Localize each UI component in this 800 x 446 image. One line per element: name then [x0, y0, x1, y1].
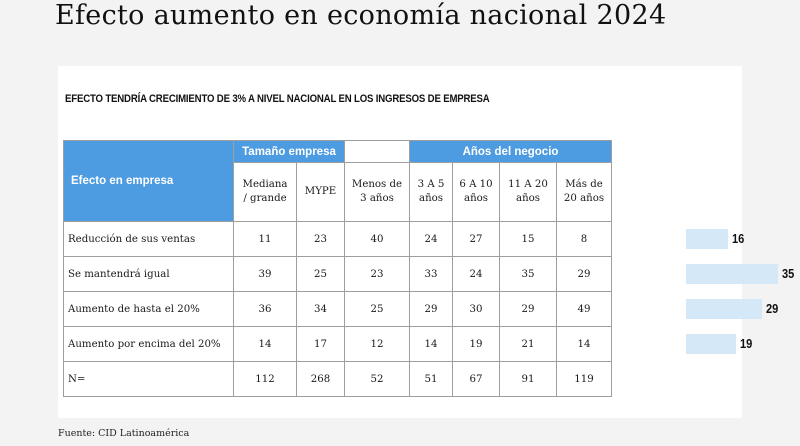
table-row: Aumento por encima del 20% 14 17 12 14 19 21 14 [63, 326, 612, 362]
table-cell: 8 [556, 221, 612, 257]
table-cell: 36 [233, 291, 297, 327]
row-label: Aumento de hasta el 20% [63, 291, 234, 327]
table-cell: 29 [556, 256, 612, 292]
column-header-line: Menos de [351, 179, 403, 190]
table-cell: 23 [296, 221, 345, 257]
table-cell: 27 [452, 221, 500, 257]
column-header-line: 20 años [563, 193, 605, 204]
table-cell: 40 [344, 221, 410, 257]
table-cell: 12 [344, 326, 410, 362]
group-header-empty [344, 140, 410, 163]
total-bar [686, 334, 736, 354]
table-cell: 34 [296, 291, 345, 327]
table-row: Aumento de hasta el 20% 36 34 25 29 30 29 49 [63, 291, 612, 327]
table-cell: 268 [296, 361, 345, 397]
column-header-line: 3 A 5 [417, 179, 445, 190]
table-cell: 21 [499, 326, 557, 362]
table-cell: 14 [233, 326, 297, 362]
total-bar [686, 229, 728, 249]
column-header-line: / grande [243, 193, 287, 204]
table-cell: 29 [499, 291, 557, 327]
row-label: N= [63, 361, 234, 397]
column-header-line: Mediana [242, 179, 288, 190]
table-row: Se mantendrá igual 39 25 23 33 24 35 29 [63, 256, 612, 292]
table-body: Reducción de sus ventas 11 23 40 24 27 15 8 Se m… [63, 221, 612, 397]
column-header: 3 A 5 años [409, 162, 453, 222]
table-cell: 14 [409, 326, 453, 362]
row-header-cell: Efecto en empresa [63, 140, 234, 222]
table-cell: 24 [452, 256, 500, 292]
table-cell: 52 [344, 361, 410, 397]
table-cell: 14 [556, 326, 612, 362]
table-cell: 39 [233, 256, 297, 292]
table-cell: 29 [409, 291, 453, 327]
column-header: 6 A 10 años [452, 162, 500, 222]
column-header: Mediana / grande [233, 162, 297, 222]
table-cell: 15 [499, 221, 557, 257]
column-header-line: MYPE [304, 186, 337, 197]
column-header-line: años [419, 193, 443, 204]
total-bar-value: 16 [732, 231, 745, 246]
table-cell: 112 [233, 361, 297, 397]
total-bar [686, 264, 778, 284]
table-cell: 25 [344, 291, 410, 327]
source-note: Fuente: CID Latinoamérica [58, 428, 190, 439]
chart-card: EFECTO TENDRÍA CRECIMIENTO DE 3% A NIVEL… [58, 66, 794, 418]
total-bar-value: 35 [782, 266, 795, 281]
column-header-line: 6 A 10 [459, 179, 493, 190]
page-title: Efecto aumento en economía nacional 2024 [55, 0, 667, 31]
table-row: N= 112 268 52 51 67 91 119 [63, 361, 612, 397]
table-cell: 23 [344, 256, 410, 292]
group-header-tamano: Tamaño empresa [233, 140, 345, 163]
column-header: 11 A 20 años [499, 162, 557, 222]
group-header-anos-label: Años del negocio [462, 145, 559, 158]
table-cell: 35 [499, 256, 557, 292]
column-header: MYPE [296, 162, 345, 222]
chart-subtitle: EFECTO TENDRÍA CRECIMIENTO DE 3% A NIVEL… [65, 93, 490, 105]
column-header-line: 3 años [360, 193, 394, 204]
table-cell: 67 [452, 361, 500, 397]
column-header: Menos de 3 años [344, 162, 410, 222]
column-header-line: años [464, 193, 488, 204]
table-cell: 119 [556, 361, 612, 397]
table-cell: 30 [452, 291, 500, 327]
column-header-line: años [516, 193, 540, 204]
subheader-row: Mediana / grande MYPE Menos de 3 años 3 A 5 añ… [64, 162, 612, 222]
table-cell: 17 [296, 326, 345, 362]
row-label: Reducción de sus ventas [63, 221, 234, 257]
results-table: Efecto en empresa Tamaño empresa Años de… [63, 140, 612, 397]
total-bar-value: 19 [740, 336, 753, 351]
table-row: Reducción de sus ventas 11 23 40 24 27 15 8 [63, 221, 612, 257]
table-cell: 91 [499, 361, 557, 397]
column-header-line: 11 A 20 [508, 179, 548, 190]
table-cell: 49 [556, 291, 612, 327]
group-header-anos: Años del negocio [409, 140, 612, 163]
table-cell: 51 [409, 361, 453, 397]
column-header-line: Más de [565, 179, 603, 190]
row-label: Aumento por encima del 20% [63, 326, 234, 362]
table-cell: 11 [233, 221, 297, 257]
row-header-label: Efecto en empresa [71, 175, 174, 187]
group-header-tamano-label: Tamaño empresa [242, 145, 336, 158]
row-label: Se mantendrá igual [63, 256, 234, 292]
total-bar-value: 29 [766, 301, 779, 316]
table-cell: 25 [296, 256, 345, 292]
column-header: Más de 20 años [556, 162, 612, 222]
table-cell: 24 [409, 221, 453, 257]
total-bar [686, 299, 762, 319]
table-cell: 33 [409, 256, 453, 292]
table-cell: 19 [452, 326, 500, 362]
